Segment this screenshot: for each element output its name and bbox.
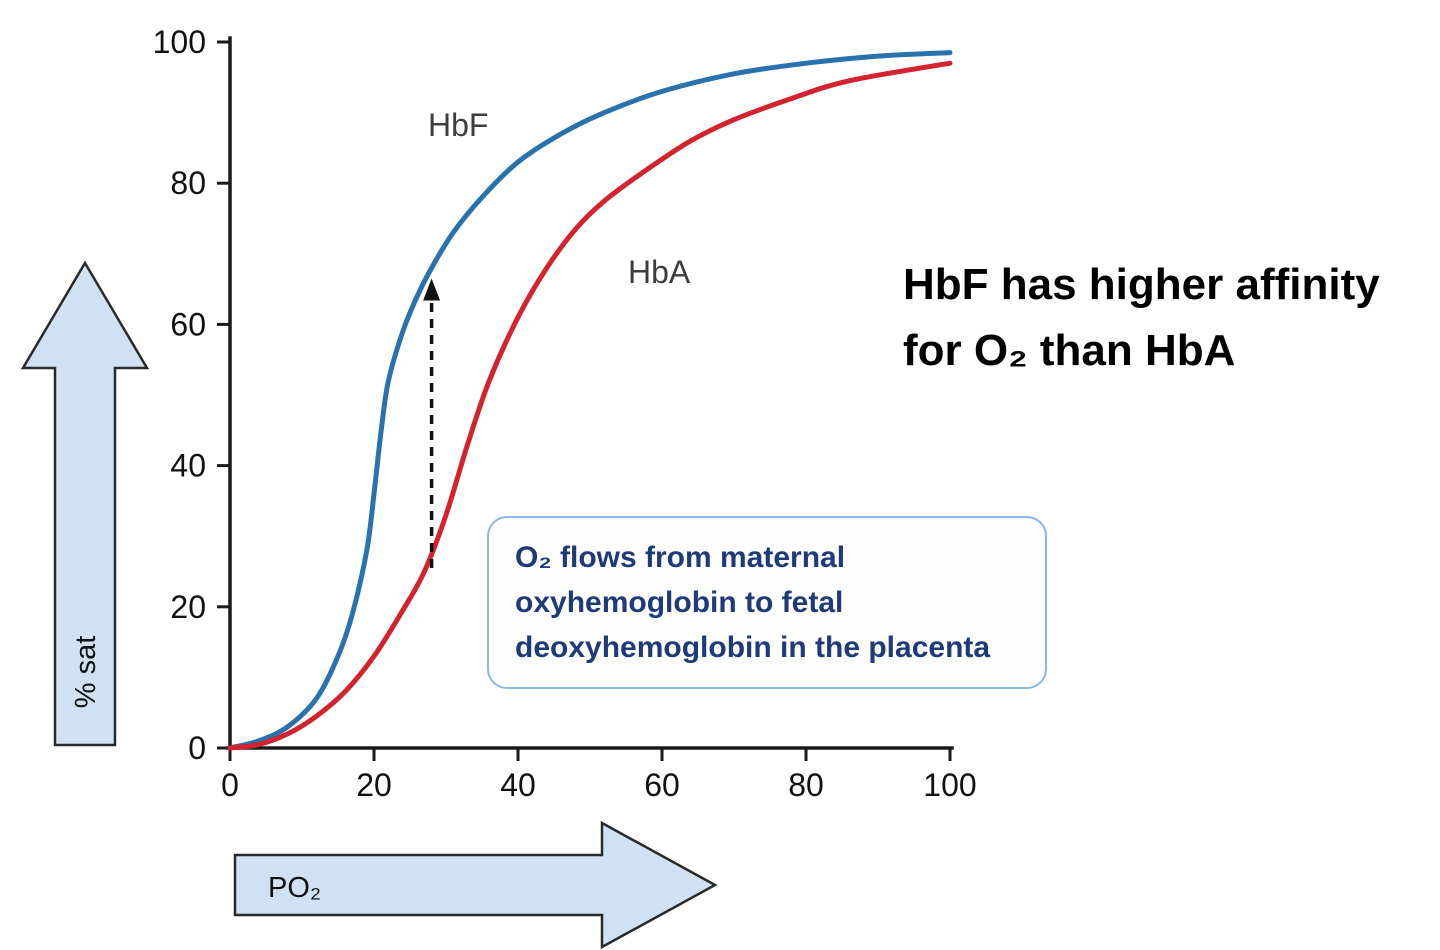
x-axis-label: PO₂: [268, 872, 321, 904]
hba-curve-label: HbA: [628, 254, 691, 290]
curves: [227, 50, 953, 751]
note-line: deoxyhemoglobin in the placenta: [515, 631, 991, 664]
heading-line: for O₂ than HbA: [903, 326, 1236, 375]
y-tick-label: 40: [170, 448, 206, 484]
note-box: O₂ flows from maternal oxyhemoglobin to …: [487, 516, 1047, 689]
x-tick-label: 80: [788, 767, 824, 803]
axes: [226, 36, 954, 750]
y-axis-label: % sat: [70, 636, 102, 709]
transfer-arrowhead-icon: [423, 278, 441, 301]
note-line: oxyhemoglobin to fetal: [515, 586, 844, 619]
heading-line: HbF has higher affinity: [903, 260, 1380, 309]
x-tick-label: 100: [923, 767, 976, 803]
y-axis-arrow: [20, 260, 150, 747]
x-tick-label: 40: [500, 767, 536, 803]
y-tick-label: 100: [153, 24, 206, 60]
transfer-arrow: [423, 278, 441, 568]
curve-hbf: [227, 50, 953, 751]
hbf-curve-label: HbF: [428, 107, 488, 143]
y-tick-label: 0: [188, 730, 206, 766]
x-tick-label: 20: [356, 767, 392, 803]
x-tick-label: 60: [644, 767, 680, 803]
x-tick-label: 0: [221, 767, 239, 803]
tick-labels: 0 20 40 60 80 100 0 20 40 60 80 100: [153, 24, 977, 803]
y-tick-label: 80: [170, 165, 206, 201]
x-axis-arrow: [233, 820, 718, 950]
note-line: O₂ flows from maternal: [515, 541, 846, 574]
heading: HbF has higher affinity for O₂ than HbA: [903, 252, 1440, 384]
y-tick-label: 20: [170, 589, 206, 625]
curve-hba: [227, 60, 953, 751]
y-tick-label: 60: [170, 306, 206, 342]
